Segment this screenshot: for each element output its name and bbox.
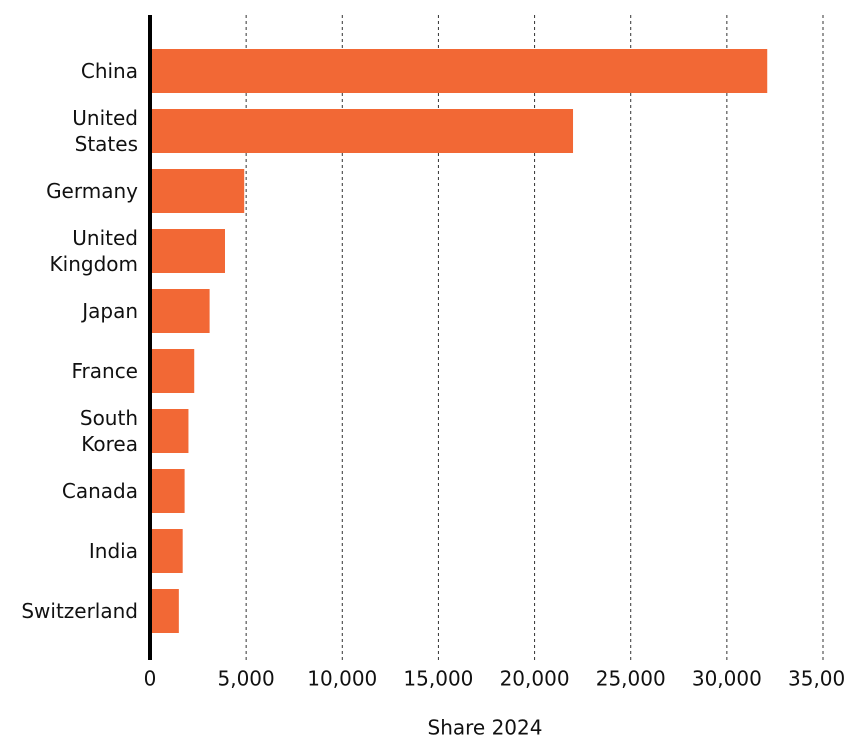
x-tick-label: 35,000 (788, 667, 844, 691)
bar (150, 169, 245, 213)
x-axis-title: Share 2024 (428, 716, 543, 740)
x-tick-label: 5,000 (218, 667, 275, 691)
x-tick-label: 15,000 (403, 667, 473, 691)
y-tick-label: United States (72, 106, 138, 156)
bar (150, 109, 574, 153)
x-tick-label: 20,000 (500, 667, 570, 691)
y-tick-label: Germany (46, 179, 138, 203)
y-tick-label: Japan (82, 299, 138, 323)
x-tick-label: 0 (144, 667, 157, 691)
y-tick-label: Switzerland (21, 599, 138, 623)
bar (150, 589, 179, 633)
x-tick-label: 30,000 (692, 667, 762, 691)
bar (150, 49, 768, 93)
y-tick-label: India (88, 539, 138, 563)
y-tick-label: France (71, 359, 138, 383)
bar (150, 469, 185, 513)
x-tick-label: 25,000 (596, 667, 666, 691)
bar (150, 229, 225, 273)
y-tick-label: Canada (61, 479, 138, 503)
bar (150, 349, 195, 393)
y-tick-label: United Kingdom (49, 226, 138, 276)
bar (150, 409, 189, 453)
bar (150, 289, 210, 333)
x-tick-label: 10,000 (307, 667, 377, 691)
bar (150, 529, 183, 573)
y-tick-label: China (80, 59, 138, 83)
y-tick-label: South Korea (79, 406, 138, 456)
